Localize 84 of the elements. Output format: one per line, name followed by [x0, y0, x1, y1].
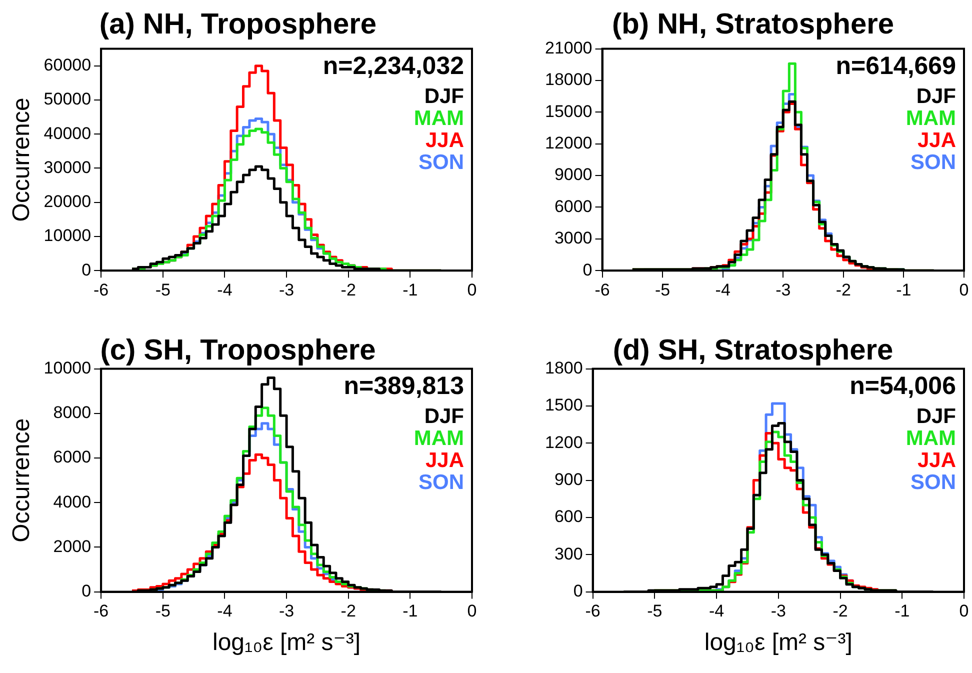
y-tick-label: 0 — [82, 260, 92, 280]
y-tick-label: 1800 — [544, 358, 583, 378]
text: JJA — [917, 449, 956, 472]
y-tick-label: 50000 — [44, 90, 92, 109]
text: MAM — [906, 107, 956, 130]
text: MAM — [414, 107, 464, 130]
text: DJF — [424, 85, 464, 108]
y-tick-label: 15000 — [544, 102, 592, 121]
y-tick-label: 3000 — [554, 228, 592, 248]
y-tick-label: 1200 — [544, 432, 583, 452]
x-tick-label: -4 — [708, 602, 724, 621]
y-tick-label: 18000 — [544, 70, 592, 90]
x-tick-label: -1 — [894, 602, 910, 621]
text: SON — [418, 151, 464, 174]
text: JJA — [917, 129, 956, 152]
x-tick-label: -4 — [715, 280, 730, 300]
annotation: n=389,813 — [344, 372, 464, 400]
y-tick-label: 10000 — [44, 358, 92, 378]
text: DJF — [916, 85, 956, 108]
x-tick-label: -3 — [776, 280, 791, 300]
y-tick-label: 30000 — [44, 158, 92, 177]
text: SON — [910, 151, 956, 174]
x-tick-label: -1 — [896, 280, 912, 300]
x-tick-label: -4 — [217, 602, 232, 621]
y-tick-label: 21000 — [544, 38, 592, 58]
y-tick-label: 600 — [554, 507, 583, 526]
y-tick-label: 300 — [554, 544, 583, 564]
annotation: n=54,006 — [850, 372, 956, 400]
x-tick-label: -5 — [155, 602, 170, 621]
x-tick-label: -4 — [217, 280, 232, 300]
x-tick-label: -2 — [836, 280, 851, 300]
y-tick-label: 6000 — [53, 448, 92, 467]
text: MAM — [414, 427, 464, 450]
text: SON — [910, 471, 956, 494]
x-tick-label: -5 — [655, 280, 670, 300]
x-axis-title: log₁₀ε [m² s⁻³] — [212, 629, 361, 656]
y-tick-label: 20000 — [44, 192, 92, 212]
text: MAM — [906, 427, 956, 450]
annotation: n=2,234,032 — [322, 52, 464, 80]
y-tick-label: 60000 — [44, 56, 92, 75]
text: JJA — [425, 129, 464, 152]
x-tick-label: 0 — [467, 280, 477, 300]
text: DJF — [424, 405, 464, 428]
chart-title: (b) NH, Stratosphere — [612, 8, 894, 40]
y-tick-label: 6000 — [554, 196, 592, 216]
x-tick-label: -3 — [278, 280, 294, 300]
x-tick-label: -6 — [585, 602, 600, 621]
x-tick-label: -3 — [770, 602, 786, 621]
x-tick-label: -1 — [402, 280, 418, 300]
y-tick-label: 10000 — [44, 226, 92, 246]
x-tick-label: 0 — [467, 602, 477, 621]
y-tick-label: 8000 — [53, 403, 92, 422]
x-tick-label: -3 — [278, 602, 294, 621]
y-tick-label: 2000 — [53, 536, 92, 556]
y-tick-label: 0 — [82, 581, 92, 600]
x-tick-label: -6 — [94, 280, 109, 300]
x-tick-label: 0 — [959, 602, 969, 621]
y-tick-label: 900 — [554, 470, 583, 489]
y-tick-label: 40000 — [44, 124, 92, 143]
y-axis-title: Occurrence — [8, 98, 36, 222]
x-tick-label: -6 — [94, 602, 109, 621]
x-axis-title: log₁₀ε [m² s⁻³] — [704, 629, 852, 656]
x-tick-label: -2 — [340, 602, 356, 621]
y-tick-label: 0 — [573, 581, 583, 600]
annotation: n=614,669 — [836, 52, 956, 80]
text: DJF — [916, 405, 956, 428]
chart-title: (c) SH, Troposphere — [100, 334, 376, 366]
y-tick-label: 1500 — [544, 396, 583, 415]
x-tick-label: -5 — [155, 280, 170, 300]
x-tick-label: -2 — [340, 280, 356, 300]
x-tick-label: -2 — [832, 602, 848, 621]
text: SON — [418, 471, 464, 494]
y-tick-label: 9000 — [554, 165, 592, 184]
y-axis-title: Occurrence — [8, 418, 36, 542]
x-tick-label: -5 — [647, 602, 662, 621]
chart-title: (a) NH, Troposphere — [99, 8, 377, 40]
y-tick-label: 0 — [582, 260, 592, 280]
chart-title: (d) SH, Stratosphere — [612, 334, 894, 366]
x-tick-label: -1 — [402, 602, 418, 621]
y-tick-label: 12000 — [544, 134, 592, 153]
text: JJA — [425, 449, 464, 472]
x-tick-label: -6 — [594, 280, 610, 300]
x-tick-label: 0 — [959, 280, 969, 300]
y-tick-label: 4000 — [53, 492, 92, 512]
